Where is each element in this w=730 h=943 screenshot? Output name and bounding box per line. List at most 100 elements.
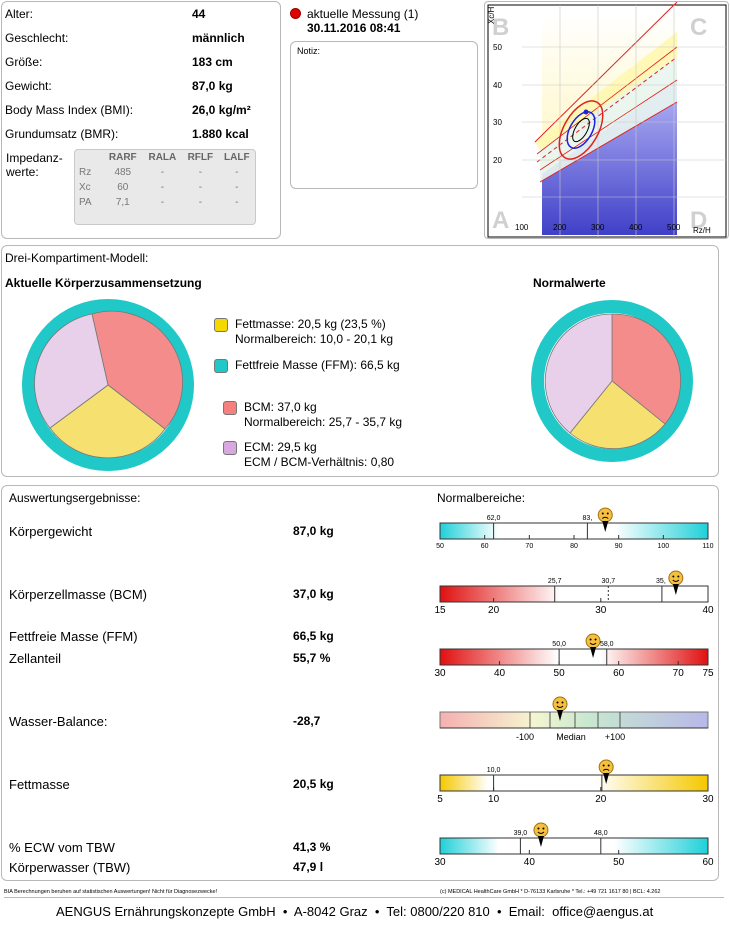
x-axis-label: Rz/H — [693, 226, 711, 235]
current-pie-chart — [22, 299, 194, 471]
scale-tick-label: 40 — [524, 857, 536, 868]
measurement-panel — [283, 1, 485, 239]
scale-tick-label: Median — [556, 732, 586, 742]
scale-wasser — [439, 711, 709, 729]
patient-field-value: männlich — [192, 31, 245, 45]
range-low-label: 50,0 — [552, 641, 566, 648]
scale-tick-label: 20 — [595, 794, 607, 805]
patient-field-value: 1.880 kcal — [192, 127, 249, 141]
impedance-cell: - — [235, 167, 239, 178]
impedance-header: LALF — [224, 152, 250, 163]
impedance-label-line2: werte: — [6, 165, 39, 179]
result-label: Körpergewicht — [9, 524, 93, 539]
y-axis-label: Xc/H — [487, 6, 496, 24]
result-label: Körperwasser (TBW) — [9, 860, 131, 875]
company-line: AENGUS Ernährungskonzepte GmbH • A-8042 … — [56, 904, 654, 919]
range-high-label: 30,7 — [601, 578, 615, 585]
notiz-label: Notiz: — [297, 46, 321, 56]
y-tick: 50 — [493, 43, 502, 52]
scale-tick-label: 90 — [615, 543, 623, 550]
result-label: Zellanteil — [9, 651, 62, 666]
patient-field-value: 87,0 kg — [192, 79, 233, 93]
x-tick: 300 — [591, 223, 605, 232]
scale-tick-label: 70 — [525, 543, 533, 550]
impedance-row-name: PA — [79, 197, 92, 208]
copyright-text: (c) MEDICAL HealthCare GmbH * D-76133 Ka… — [440, 889, 661, 895]
scale-tick-label: 50 — [436, 543, 444, 550]
impedance-cell: - — [235, 197, 239, 208]
bcm-swatch — [223, 401, 237, 415]
x-tick: 200 — [553, 223, 567, 232]
smiley-indicator-icon — [668, 570, 684, 595]
smiley-indicator-icon — [597, 507, 613, 532]
ffm-legend-line1: Fettfreie Masse (FFM): 66,5 kg — [235, 358, 400, 372]
patient-field-value: 26,0 kg/m² — [192, 103, 251, 117]
range-high2-label: 35, — [656, 578, 666, 585]
smiley-indicator-icon — [552, 696, 568, 721]
normal-range-scales: 62,0 83, 50 60 70 80 90 100 110 25,7 30,7 35, 15 20 30… — [434, 507, 714, 868]
scale-tick-label: 30 — [434, 668, 446, 679]
impedance-table: RARF RALA RFLF LALF Rz 485 - - - Xc 60 - - - PA 7,1 - - - — [74, 149, 256, 225]
bcm-legend-line1: BCM: 37,0 kg — [244, 400, 317, 414]
scale-tick-label: 60 — [481, 543, 489, 550]
y-tick: 40 — [493, 81, 502, 90]
impedance-cell: - — [198, 167, 203, 178]
measurement-datetime: 30.11.2016 08:41 — [307, 21, 401, 35]
current-composition-title: Aktuelle Körperzusammensetzung — [5, 276, 202, 290]
y-tick: 20 — [493, 156, 502, 165]
impedance-cell: - — [235, 182, 239, 193]
measurement-marker-icon — [290, 8, 301, 19]
quadrant-d: D — [690, 207, 707, 234]
patient-field-value: 183 cm — [192, 55, 233, 69]
range-low-label: 25,7 — [548, 578, 562, 585]
ecm-legend: ECM: 29,5 kg ECM / BCM-Verhältnis: 0,80 — [244, 440, 394, 470]
scale-tick-label: 15 — [434, 605, 446, 616]
compartment-title: Drei-Kompartiment-Modell: — [5, 251, 149, 265]
result-label: Wasser-Balance: — [9, 714, 108, 729]
normal-pie-chart — [531, 300, 693, 462]
impedance-cell: - — [160, 167, 165, 178]
smiley-indicator-icon — [585, 633, 601, 658]
impedance-row-name: Xc — [79, 182, 91, 193]
bcm-legend: BCM: 37,0 kg Normalbereich: 25,7 - 35,7 … — [244, 400, 402, 430]
impedance-label: Impedanz- werte: — [6, 151, 63, 179]
scale-zellanteil — [439, 648, 709, 666]
result-value: 47,9 l — [293, 860, 324, 874]
impedance-header: RARF — [108, 152, 137, 163]
patient-field-label: Grundumsatz (BMR): — [5, 127, 119, 141]
impedance-cell: 485 — [114, 167, 132, 178]
impedance-cell: - — [198, 182, 203, 193]
quadrant-c: C — [690, 14, 707, 41]
range-high-label: 83, — [583, 515, 593, 522]
measurement-label: aktuelle Messung (1) — [307, 7, 419, 21]
x-tick: 100 — [515, 223, 529, 232]
patient-field-label: Geschlecht: — [5, 31, 69, 45]
result-value: 41,3 % — [293, 840, 331, 854]
y-tick: 30 — [493, 118, 502, 127]
patient-field-label: Body Mass Index (BMI): — [5, 103, 134, 117]
ecm-swatch — [223, 441, 237, 455]
impedance-row: Rz 485 - - - — [75, 165, 255, 180]
ecm-legend-line1: ECM: 29,5 kg — [244, 440, 317, 454]
quadrant-a: A — [492, 207, 509, 234]
bcm-legend-line2: Normalbereich: 25,7 - 35,7 kg — [244, 415, 403, 429]
normal-values-title: Normalwerte — [533, 276, 606, 290]
result-label: % ECW vom TBW — [9, 840, 115, 855]
result-value: 87,0 kg — [293, 524, 334, 538]
scale-tick-label: 30 — [702, 794, 714, 805]
disclaimer-text: BIA Berechnungen beruhen auf statistisch… — [4, 889, 218, 895]
ffm-legend: Fettfreie Masse (FFM): 66,5 kg — [235, 358, 400, 373]
impedance-header: RFLF — [187, 152, 214, 163]
scale-tick-label: 80 — [570, 543, 578, 550]
fat-legend-line1: Fettmasse: 20,5 kg (23,5 %) — [235, 317, 386, 331]
range-high-label: 58,0 — [600, 641, 614, 648]
notiz-field[interactable]: Notiz: — [290, 41, 478, 189]
impedance-row: Xc 60 - - - — [75, 180, 255, 195]
scale-ecw — [439, 837, 709, 855]
results-panel — [1, 485, 719, 881]
impedance-row: PA 7,1 - - - — [75, 195, 255, 210]
scale-tick-label: 70 — [673, 668, 685, 679]
smiley-indicator-icon — [533, 822, 549, 847]
scale-tick-label: 60 — [702, 857, 714, 868]
patient-field-label: Gewicht: — [5, 79, 52, 93]
